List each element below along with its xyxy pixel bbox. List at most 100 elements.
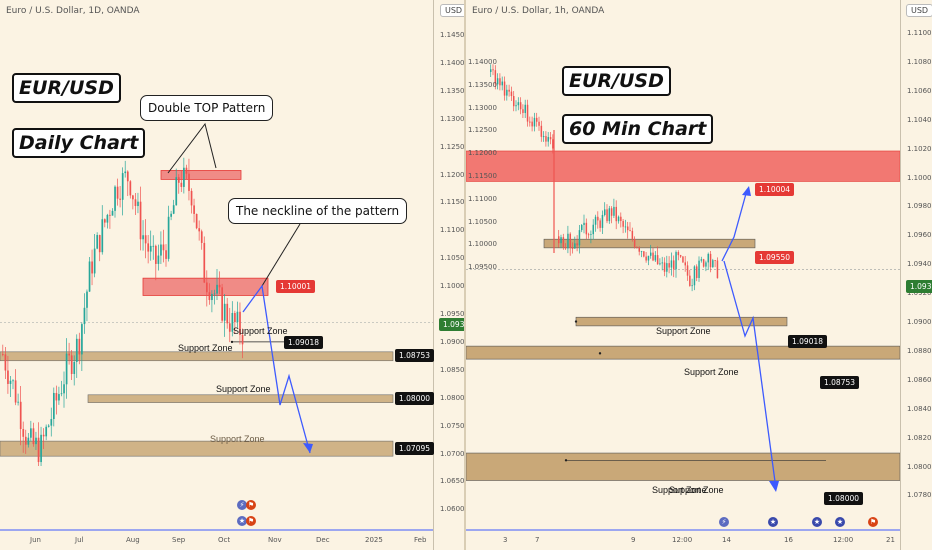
candle-body	[223, 303, 226, 321]
hourly-neckline-price-tag: 1.09550	[755, 251, 795, 264]
candle-body	[198, 228, 201, 232]
candle-body	[73, 361, 76, 374]
candle-body	[585, 222, 588, 235]
candle-body	[12, 380, 14, 382]
candle-body	[111, 210, 114, 216]
candle-body	[666, 263, 668, 272]
time-tick-label: 12:00	[672, 536, 693, 544]
hourly-support-tag-1: 1.09018	[788, 335, 828, 348]
hourly-chart-panel[interactable]: Euro / U.S. Dollar, 1h, OANDA USD 1.1100…	[466, 0, 932, 550]
price-tick-label: 1.08000	[907, 462, 932, 471]
candle-body	[578, 230, 581, 246]
candle-body	[501, 81, 503, 86]
candle-body	[75, 338, 78, 362]
candle-body	[58, 394, 60, 401]
us-flag-event-icon-2[interactable]: ⚑	[246, 516, 256, 526]
daily-support-zone-label-2: Support Zone	[178, 343, 233, 353]
candle-body	[121, 173, 124, 200]
time-tick-label: 9	[631, 536, 636, 544]
resistance-zone	[466, 150, 901, 182]
price-tick-label: 1.12500	[468, 126, 497, 135]
candle-body	[682, 256, 684, 263]
candle-body	[606, 209, 608, 222]
us-flag-event-icon[interactable]: ⚑	[246, 500, 256, 510]
hourly-support-zone-label-3: Support Zone	[652, 485, 707, 495]
candle-body	[633, 238, 636, 248]
price-tick-label: 1.09500	[440, 310, 465, 318]
candle-body	[631, 230, 634, 239]
candle-body	[656, 255, 659, 265]
us-flag-event-icon[interactable]: ⚑	[868, 517, 878, 527]
candle-body	[698, 260, 700, 278]
price-tick-label: 1.14000	[468, 58, 497, 66]
price-tick-label: 1.10600	[907, 86, 932, 95]
candle-body	[190, 190, 193, 206]
candle-body	[155, 245, 157, 264]
candle-body	[37, 437, 40, 463]
candle-body	[515, 105, 517, 107]
candle-body	[206, 282, 208, 293]
candle-body	[594, 216, 597, 225]
candle-body	[144, 235, 147, 244]
candle-body	[558, 236, 560, 244]
eu-flag-event-icon-3[interactable]: ★	[835, 517, 845, 527]
daily-chart-panel[interactable]: Euro / U.S. Dollar, 1D, OANDA USD 1.1450…	[0, 0, 465, 550]
panel-divider[interactable]	[464, 0, 466, 550]
support-zone-1.0875	[0, 351, 394, 362]
candle-body	[576, 243, 578, 246]
candle-body	[533, 117, 536, 127]
price-tick-label: 1.10000	[468, 240, 497, 249]
price-tick-label: 1.12500	[440, 142, 465, 151]
candle-body	[620, 216, 622, 221]
hourly-last-price-tag: 1.09370	[906, 280, 932, 293]
candle-body	[24, 436, 27, 445]
daily-chart-symbol-header: Euro / U.S. Dollar, 1D, OANDA	[6, 6, 140, 16]
candle-body	[96, 235, 99, 249]
price-tick-label: 1.08200	[907, 433, 932, 442]
eu-flag-event-icon-2[interactable]: ★	[812, 517, 822, 527]
candle-body	[139, 201, 142, 240]
candle-body	[624, 226, 627, 228]
daily-unit-label[interactable]: USD	[440, 4, 465, 17]
candle-body	[157, 255, 160, 264]
price-tick-label: 1.09000	[440, 337, 465, 346]
eu-flag-event-icon[interactable]: ★	[768, 517, 778, 527]
hourly-support-zone-label-1: Support Zone	[656, 326, 711, 336]
candle-body	[81, 324, 83, 355]
candle-body	[134, 199, 137, 207]
time-tick-label: 7	[535, 536, 540, 544]
eu-flag-event-icon[interactable]: ★	[237, 516, 247, 526]
hourly-unit-label[interactable]: USD	[906, 4, 932, 17]
candle-body	[137, 201, 139, 207]
candle-body	[638, 247, 640, 252]
daily-chart-canvas[interactable]	[0, 0, 465, 550]
daily-neckline-price-tag: 1.10001	[276, 280, 316, 293]
price-tick-label: 1.10800	[907, 57, 932, 66]
hourly-support-zone-label-overlap: Support Zone	[669, 485, 724, 495]
candle-body	[508, 89, 510, 92]
time-tick-label: Aug	[126, 536, 140, 544]
price-tick-label: 1.09800	[907, 202, 932, 211]
price-tick-label: 1.14000	[440, 58, 465, 67]
hourly-price-axis-separator	[900, 0, 901, 550]
candle-body	[645, 256, 647, 261]
candle-body	[663, 262, 666, 272]
candle-body	[109, 214, 111, 216]
candle-body	[35, 437, 37, 445]
candle-body	[661, 262, 663, 264]
lightning-event-icon[interactable]: ⚡	[237, 500, 247, 510]
candle-body	[167, 216, 170, 259]
price-tick-label: 1.10000	[907, 173, 932, 182]
candle-body	[14, 380, 17, 403]
candle-body	[129, 181, 132, 196]
candle-body	[696, 266, 698, 278]
candle-body	[503, 81, 506, 96]
candle-body	[562, 237, 565, 248]
candle-body	[234, 313, 236, 323]
lightning-event-icon[interactable]: ⚡	[719, 517, 729, 527]
candle-body	[700, 259, 703, 261]
candle-body	[599, 220, 601, 228]
hourly-chart-canvas[interactable]	[466, 0, 932, 550]
candle-body	[241, 334, 244, 345]
candle-body	[40, 434, 42, 463]
